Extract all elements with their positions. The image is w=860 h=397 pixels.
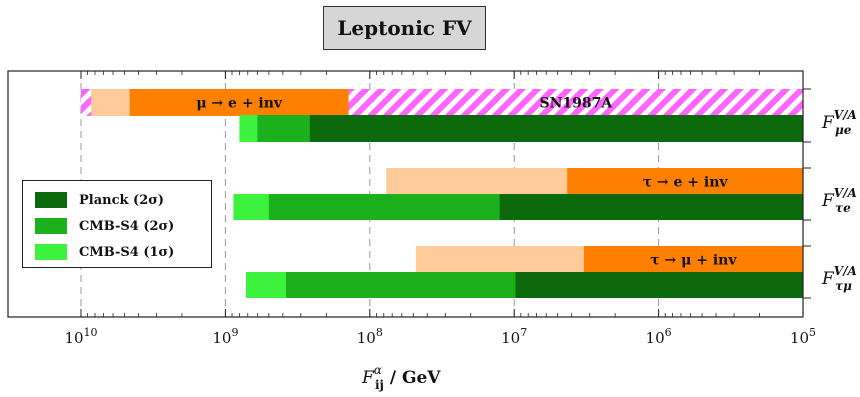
- x-tick-label: 107: [501, 326, 527, 347]
- bar-label: τ → μ + inv: [650, 253, 737, 269]
- bar-constraint-lab: [567, 168, 803, 195]
- legend-label-cmb-s4-1sigma: CMB-S4 (1σ): [79, 244, 175, 260]
- legend: Planck (2σ) CMB-S4 (2σ) CMB-S4 (1σ): [22, 180, 212, 268]
- bar-constraint-weak: [415, 246, 584, 273]
- bar-constraint-hatched: [348, 89, 803, 116]
- legend-label-planck: Planck (2σ): [79, 192, 164, 208]
- bar-label: τ → e + inv: [643, 175, 729, 191]
- bar-constraint-lab: [583, 246, 803, 273]
- row-label: FV/A τe: [821, 186, 857, 215]
- bar-constraint-weak: [386, 168, 568, 195]
- x-axis-label: Fα ij / GeV: [361, 363, 441, 392]
- bar-cosmo-planck: [499, 194, 803, 220]
- plot-frame: [7, 70, 804, 318]
- legend-item-cmb-s4-1sigma: CMB-S4 (1σ): [35, 239, 203, 265]
- x-tick-label: 1010: [64, 326, 97, 347]
- bar-cosmo-planck: [309, 115, 803, 142]
- x-tick-label: 108: [357, 326, 383, 347]
- legend-swatch-planck: [35, 192, 67, 208]
- legend-swatch-cmb-s4-1sigma: [35, 244, 67, 260]
- bar-label: SN1987A: [539, 96, 613, 112]
- x-tick-label: 106: [646, 326, 672, 347]
- bar-label: μ → e + inv: [196, 96, 283, 112]
- legend-item-cmb-s4-2sigma: CMB-S4 (2σ): [35, 213, 203, 239]
- row-label: FV/A τμ: [821, 264, 857, 293]
- x-tick-label: 105: [790, 326, 816, 347]
- bar-constraint-lab: [129, 89, 349, 116]
- legend-item-planck: Planck (2σ): [35, 187, 203, 213]
- x-tick-label: 109: [212, 326, 238, 347]
- bar-cosmo-planck: [515, 272, 803, 298]
- chart-title: Leptonic FV: [323, 6, 486, 50]
- bar-constraint-weak: [91, 89, 130, 116]
- legend-label-cmb-s4-2sigma: CMB-S4 (2σ): [79, 218, 175, 234]
- legend-swatch-cmb-s4-2sigma: [35, 218, 67, 234]
- row-label: FV/A μe: [821, 108, 857, 137]
